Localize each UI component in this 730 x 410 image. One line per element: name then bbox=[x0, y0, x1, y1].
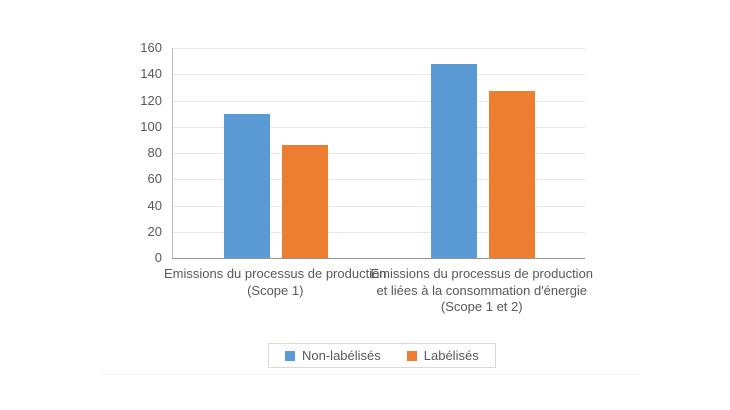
gridline bbox=[173, 100, 585, 102]
y-tick-label: 140 bbox=[140, 66, 162, 82]
y-tick-label: 120 bbox=[140, 92, 162, 108]
chart-bottom-edge bbox=[100, 374, 641, 375]
gridline bbox=[173, 126, 585, 128]
bar-lab-lis-s-group1 bbox=[282, 145, 329, 258]
legend-swatch-icon bbox=[285, 350, 295, 361]
legend-swatch-icon bbox=[406, 350, 417, 361]
y-tick-label: 80 bbox=[147, 145, 162, 160]
gridline bbox=[173, 48, 585, 49]
bar-non-lab-lis-s-group2 bbox=[430, 63, 477, 258]
y-tick-label: 60 bbox=[147, 171, 162, 187]
y-tick-label: 20 bbox=[147, 223, 162, 239]
gridline bbox=[173, 231, 585, 233]
x-axis-line bbox=[172, 258, 585, 259]
gridline bbox=[173, 74, 585, 76]
legend-item-non-lab-lis-s: Non-labélisés bbox=[285, 348, 381, 363]
x-category-label: Emissions du processus de production et … bbox=[370, 266, 594, 314]
legend-label: Labélisés bbox=[423, 348, 479, 363]
x-category-label: Emissions du processus de production (Sc… bbox=[163, 266, 387, 298]
legend-label: Non-labélisés bbox=[302, 348, 381, 363]
bar-lab-lis-s-group2 bbox=[488, 91, 535, 258]
gridline bbox=[173, 179, 585, 181]
y-tick-label: 40 bbox=[147, 197, 162, 213]
y-tick-label: 160 bbox=[140, 40, 162, 55]
bar-non-lab-lis-s-group1 bbox=[224, 113, 271, 258]
y-tick-label: 100 bbox=[140, 118, 162, 134]
legend-item-lab-lis-s: Labélisés bbox=[406, 348, 479, 363]
plot-area bbox=[172, 48, 585, 258]
gridline bbox=[173, 205, 585, 207]
y-tick-label: 0 bbox=[154, 250, 162, 265]
gridline bbox=[173, 153, 585, 154]
legend: Non-labélisés Labélisés bbox=[268, 343, 496, 368]
